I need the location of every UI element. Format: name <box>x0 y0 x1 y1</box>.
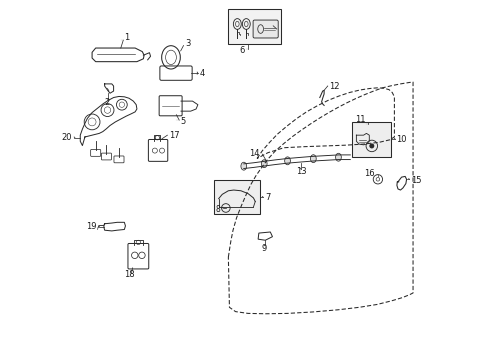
Text: 2: 2 <box>104 98 110 107</box>
Text: 5: 5 <box>180 117 185 126</box>
Ellipse shape <box>241 162 246 170</box>
Ellipse shape <box>335 153 341 161</box>
Text: 9: 9 <box>261 244 266 253</box>
Text: 16: 16 <box>363 169 373 178</box>
Ellipse shape <box>284 157 290 165</box>
Text: 15: 15 <box>410 176 421 185</box>
Bar <box>351 122 390 157</box>
Ellipse shape <box>310 155 316 163</box>
Text: 10: 10 <box>396 135 406 144</box>
Bar <box>214 180 260 214</box>
Text: 19: 19 <box>86 222 96 231</box>
Text: 14: 14 <box>249 149 260 158</box>
Text: 20: 20 <box>62 133 72 142</box>
FancyBboxPatch shape <box>253 20 278 38</box>
Text: 18: 18 <box>123 270 134 279</box>
Text: 11: 11 <box>354 115 365 124</box>
Text: 3: 3 <box>185 39 190 48</box>
Ellipse shape <box>261 160 266 168</box>
Circle shape <box>368 143 373 148</box>
Text: 6: 6 <box>239 46 244 55</box>
Text: 12: 12 <box>329 82 339 91</box>
Text: 17: 17 <box>169 131 180 140</box>
Text: 13: 13 <box>295 167 306 176</box>
Text: 7: 7 <box>264 193 270 202</box>
Text: 4: 4 <box>199 69 204 78</box>
Bar <box>228 9 281 44</box>
Text: 8: 8 <box>215 205 220 214</box>
Text: 1: 1 <box>124 33 129 42</box>
